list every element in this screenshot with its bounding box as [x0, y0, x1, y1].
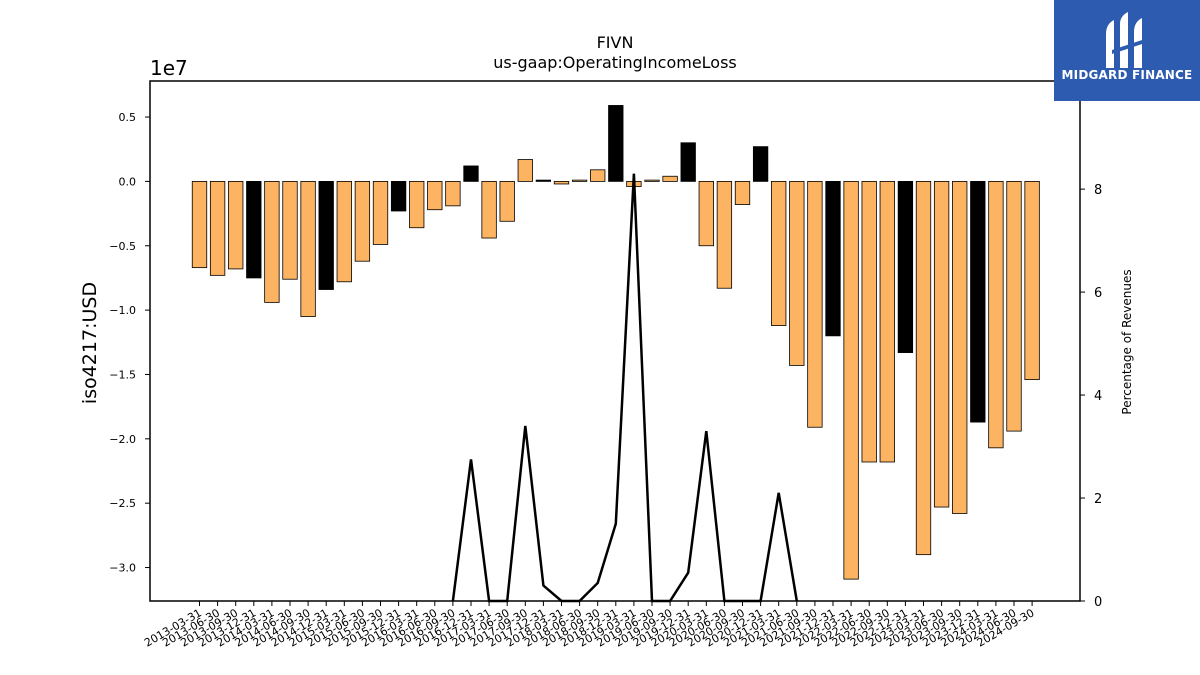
- bar-series: [191, 105, 1040, 580]
- bar-2014-03-31: [264, 180, 280, 303]
- y2-tick-label: 6: [1094, 286, 1102, 301]
- chart-subtitle: us-gaap:OperatingIncomeLoss: [493, 53, 737, 72]
- bar-2013-06-30: [209, 180, 226, 276]
- bar-2024-06-30: [1006, 180, 1022, 432]
- chart-title: FIVN: [597, 33, 634, 52]
- y2-tick-label: 8: [1094, 183, 1102, 198]
- bar-2020-03-31: [698, 180, 714, 247]
- y-tick-label: −2.0: [109, 433, 136, 446]
- bar-2022-03-31: [843, 180, 859, 580]
- bar-2023-03-31: [915, 180, 932, 556]
- bar-2017-03-31: [481, 180, 497, 239]
- x-axis: 2013-03-312013-06-302013-09-302013-12-31…: [142, 601, 1037, 650]
- y-tick-label: −3.0: [109, 562, 136, 575]
- bar-2021-06-30: [789, 180, 805, 366]
- brand-name: MIDGARD FINANCE: [1061, 68, 1193, 82]
- y2-tick-label: 0: [1094, 595, 1102, 610]
- bar-2021-09-30: [807, 180, 823, 428]
- bar-2013-03-31: [191, 180, 208, 269]
- bar-2017-06-30: [499, 180, 515, 222]
- bar-2016-03-31: [409, 180, 425, 229]
- y2-axis: 0246810: [1080, 80, 1111, 610]
- bar-2022-12-31: [897, 180, 914, 353]
- bar-2015-09-30: [372, 180, 389, 245]
- bar-2019-06-30: [644, 179, 660, 182]
- bar-2020-09-30: [734, 180, 751, 205]
- bar-2015-06-30: [354, 180, 371, 262]
- bar-2022-06-30: [861, 180, 877, 463]
- bar-2015-03-31: [336, 180, 352, 283]
- midgard-logo-icon: [1106, 12, 1148, 68]
- bar-2021-12-31: [825, 180, 841, 337]
- bar-2015-12-31: [390, 180, 407, 212]
- y2-tick-label: 2: [1094, 492, 1102, 507]
- bar-2020-06-30: [716, 180, 733, 289]
- bar-2013-12-31: [246, 180, 262, 279]
- bar-2017-09-30: [517, 159, 533, 182]
- bar-2016-09-30: [445, 180, 461, 207]
- y-tick-label: −1.5: [109, 368, 136, 381]
- y-tick-label: 0.0: [119, 175, 137, 188]
- bar-2020-12-31: [752, 146, 769, 182]
- bar-2014-09-30: [300, 180, 316, 317]
- bar-2017-12-31: [535, 179, 552, 182]
- percentage-line-segment: [451, 173, 799, 603]
- bar-2013-09-30: [228, 180, 244, 270]
- bar-2019-09-30: [662, 175, 678, 182]
- y-axis: 0.5 0.0 −0.5 −1.0 −1.5 −2.0 −2.5 −3.0: [109, 111, 150, 575]
- bar-2016-12-31: [463, 165, 479, 182]
- y-offset-label: 1e7: [150, 56, 188, 80]
- y-tick-label: −0.5: [109, 240, 136, 253]
- bar-2023-09-30: [952, 180, 968, 514]
- bar-2019-12-31: [680, 142, 696, 182]
- bar-2022-09-30: [879, 180, 895, 463]
- bar-2024-03-31: [988, 180, 1004, 449]
- bar-2018-12-31: [608, 105, 624, 182]
- bar-2023-06-30: [933, 180, 950, 508]
- bar-2018-03-31: [553, 180, 570, 185]
- bar-2016-06-30: [427, 180, 443, 211]
- y2-axis-label: Percentage of Revenues: [1120, 269, 1134, 414]
- plot-frame: [149, 80, 1081, 602]
- y-tick-label: 0.5: [119, 111, 137, 124]
- y-axis-label: iso4217:USD: [79, 282, 101, 404]
- bar-2023-12-31: [970, 180, 986, 423]
- bar-2021-03-31: [771, 180, 787, 326]
- bar-2018-09-30: [590, 169, 606, 182]
- line-series: [451, 173, 799, 603]
- y2-tick-label: 4: [1094, 389, 1102, 404]
- bar-2018-06-30: [571, 179, 588, 182]
- bar-2024-09-30: [1024, 180, 1040, 381]
- bar-2014-12-31: [318, 180, 334, 290]
- bar-2014-06-30: [282, 180, 298, 280]
- y-tick-label: −1.0: [109, 304, 136, 317]
- y-tick-label: −2.5: [109, 497, 136, 510]
- brand-logo: MIDGARD FINANCE: [1054, 0, 1200, 101]
